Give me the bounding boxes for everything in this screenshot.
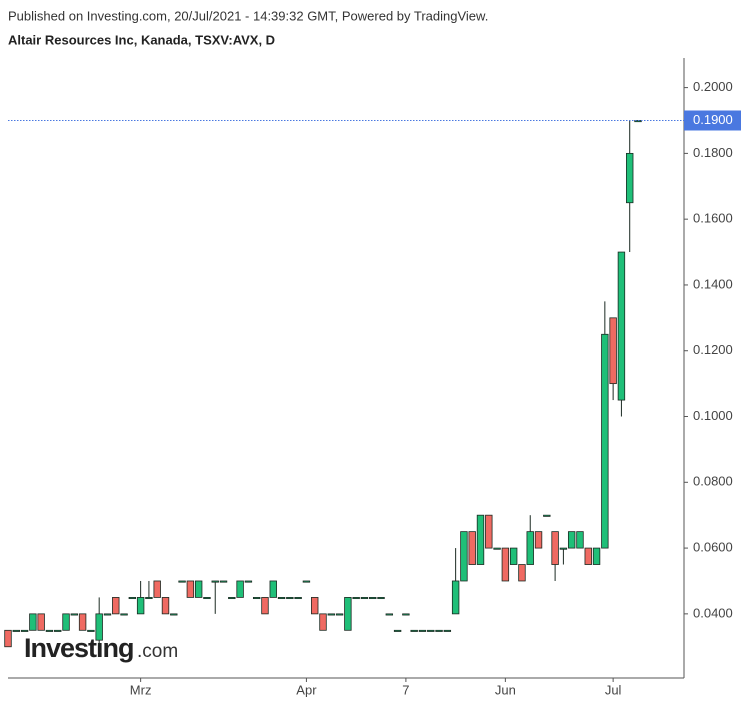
candle-body — [37, 613, 45, 631]
candle-body — [485, 514, 493, 549]
y-tick-label: 0.0400 — [693, 605, 733, 620]
candle-body — [352, 597, 360, 600]
candle-body — [87, 629, 95, 632]
candle-body — [493, 547, 501, 550]
candle-body — [393, 629, 402, 632]
candle-body — [12, 629, 20, 632]
candle-body — [170, 613, 178, 616]
candle-body — [203, 597, 211, 600]
candle-body — [360, 597, 369, 600]
candle-body — [468, 531, 476, 565]
candle-body — [559, 547, 568, 550]
candle-body — [228, 597, 236, 600]
candle-body — [418, 629, 427, 632]
published-note: Published on Investing.com, 20/Jul/2021 … — [8, 8, 488, 23]
instrument-title: Altair Resources Inc, Kanada, TSXV:AVX, … — [8, 32, 275, 47]
candle-body — [567, 531, 576, 549]
x-tick-label: Mrz — [130, 682, 152, 697]
candle-body — [526, 531, 534, 565]
candle-body — [62, 613, 70, 631]
candle-body — [385, 613, 394, 616]
candle-body — [410, 629, 418, 632]
y-tick-label: 0.1200 — [693, 342, 733, 357]
x-tick-label: Apr — [296, 682, 317, 697]
y-tick-label: 0.0600 — [693, 540, 733, 555]
candle-body — [543, 514, 551, 517]
y-tick-label: 0.1400 — [693, 276, 733, 291]
candle-body — [576, 531, 584, 549]
candle-body — [534, 531, 543, 549]
candle-body — [501, 547, 510, 582]
candle-body — [369, 597, 377, 600]
candle-body — [617, 251, 626, 401]
candle-body — [518, 564, 526, 582]
candle-body — [128, 597, 137, 600]
candle-body — [302, 580, 311, 583]
candle-body — [29, 613, 37, 631]
y-tick-label: 0.0800 — [693, 474, 733, 489]
candle-body — [236, 580, 244, 598]
candle-body — [120, 613, 128, 616]
candle-body — [45, 629, 54, 632]
candle-body — [427, 629, 435, 632]
candle-body — [145, 597, 153, 600]
last-price-label: 0.1900 — [693, 112, 733, 127]
candle-body — [161, 597, 170, 615]
candle-body — [153, 580, 161, 598]
x-tick-label: 7 — [402, 682, 409, 697]
candle-body — [178, 580, 186, 583]
candle-body — [286, 597, 294, 600]
candle-body — [252, 597, 261, 600]
candle-body — [335, 613, 344, 616]
watermark-brand: Investing — [24, 633, 134, 663]
candle-body — [460, 531, 468, 582]
candle-body — [592, 547, 601, 565]
candle-body — [261, 597, 269, 615]
candle-body — [509, 547, 518, 565]
candle-body — [601, 333, 609, 549]
y-tick-label: 0.2000 — [693, 79, 733, 94]
x-tick-label: Jun — [495, 682, 516, 697]
candle-body — [269, 580, 277, 598]
candle-body — [402, 613, 410, 616]
y-tick-label: 0.1600 — [693, 211, 733, 226]
candle-body — [186, 580, 195, 598]
y-tick-label: 0.1000 — [693, 408, 733, 423]
candle-body — [451, 580, 460, 615]
candle-body — [609, 317, 617, 385]
x-tick-label: Jul — [605, 682, 622, 697]
candle-body — [327, 613, 335, 616]
candle-body — [70, 613, 79, 616]
candle-body — [277, 597, 286, 600]
candle-body — [476, 514, 485, 565]
candle-body — [20, 629, 29, 632]
candle-body — [4, 629, 12, 648]
y-tick-label: 0.1800 — [693, 145, 733, 160]
candle-body — [319, 613, 327, 631]
candle-body — [344, 597, 352, 631]
candle-body — [443, 629, 452, 632]
candle-body — [95, 613, 103, 641]
candle-body — [194, 580, 203, 598]
candle-body — [311, 597, 319, 615]
candle-body — [103, 613, 112, 616]
last-price-box — [684, 110, 741, 131]
candle-body — [112, 597, 120, 615]
candle-body — [136, 597, 145, 615]
candle-body — [54, 629, 62, 632]
candle-body — [294, 597, 302, 600]
candle-body — [584, 547, 592, 565]
candle-body — [211, 580, 219, 583]
candle-body — [78, 613, 87, 631]
candle-body — [551, 531, 559, 565]
candle-body — [435, 629, 443, 632]
candle-body — [626, 152, 634, 204]
candle-body — [244, 580, 253, 583]
candle-body — [377, 597, 385, 600]
watermark-suffix: .com — [137, 641, 178, 662]
candle-body — [219, 580, 228, 583]
